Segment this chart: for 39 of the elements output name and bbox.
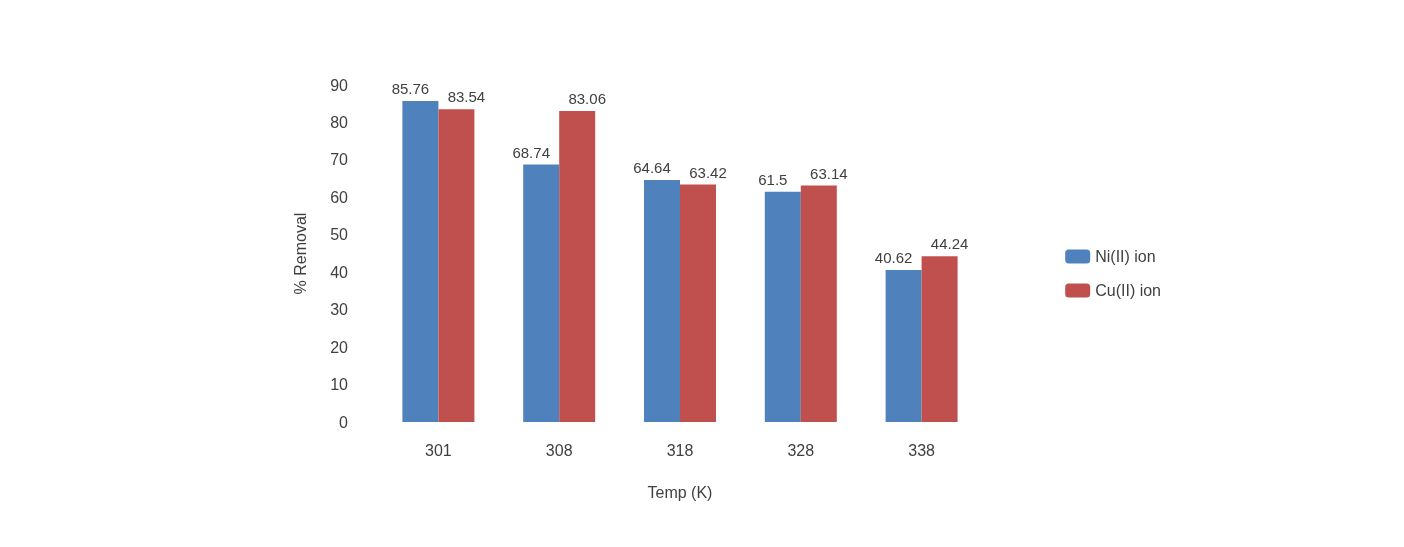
legend-label: Cu(II) ion	[1095, 282, 1161, 299]
bar	[402, 100, 439, 422]
bar	[644, 179, 680, 422]
data-label: 85.76	[391, 79, 430, 97]
x-tick-label: 318	[666, 441, 694, 459]
x-tick-label: 301	[425, 441, 452, 459]
data-label: 40.62	[874, 248, 913, 266]
data-label: 61.5	[758, 170, 788, 188]
x-tick-label: 338	[908, 441, 936, 459]
y-tick-label: 40	[330, 263, 349, 281]
y-tick-label: 50	[330, 226, 349, 244]
bar	[438, 109, 475, 422]
y-tick-label: 0	[339, 413, 349, 431]
legend-label: Ni(II) ion	[1095, 248, 1156, 265]
y-tick-label: 80	[330, 113, 349, 131]
bar	[885, 269, 922, 422]
x-tick-label: 328	[787, 441, 815, 459]
data-label: 63.42	[689, 163, 727, 181]
data-label: 83.06	[568, 89, 606, 107]
bar	[559, 110, 596, 422]
data-label: 44.24	[930, 235, 969, 253]
bar	[800, 185, 837, 422]
data-label: 68.74	[512, 143, 550, 161]
y-tick-label: 20	[330, 338, 349, 356]
y-tick-label: 70	[330, 151, 349, 169]
y-tick-label: 10	[330, 376, 349, 394]
x-axis-title: Temp (K)	[647, 483, 713, 501]
data-label: 83.54	[447, 88, 486, 106]
y-tick-label: 90	[330, 76, 349, 94]
y-axis-title: % Removal	[291, 212, 309, 295]
y-tick-label: 60	[330, 188, 349, 206]
bar	[523, 164, 560, 422]
bar	[921, 256, 958, 422]
data-label: 63.14	[810, 164, 848, 182]
bar	[764, 191, 801, 422]
y-tick-label: 30	[330, 301, 349, 319]
x-tick-label: 308	[545, 441, 573, 459]
bar	[680, 184, 716, 422]
data-label: 64.64	[633, 158, 671, 176]
